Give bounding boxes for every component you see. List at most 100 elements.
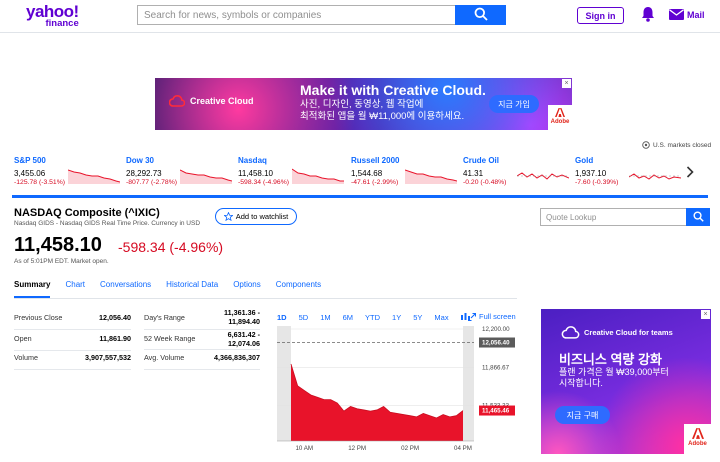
chart-afterhours-shade [463,326,474,441]
ticker-sp500[interactable]: S&P 500 3,455.06 -125.78 (-3.51%) [14,154,126,194]
tab-conversations[interactable]: Conversations [100,280,152,289]
quote-price: 11,458.10 [14,234,102,256]
ticker-gold[interactable]: Gold 1,937.10 -7.60 (-0.39%) [575,154,687,194]
range-1m[interactable]: 1M [320,312,331,322]
range-ytd[interactable]: YTD [365,312,381,322]
mail-icon [669,9,684,20]
stat-value: 4,366,836,307 [214,353,260,362]
x-tick-label: 10 AM [295,445,313,452]
ticker-price: 41.31 [463,169,484,178]
ad-subtext-line2: 시작합니다. [559,378,603,388]
intraday-chart[interactable]: 12,200.0011,866.6711,533.3312,056.4011,4… [277,326,517,454]
chevron-right-icon [686,166,694,178]
tabs-divider [14,298,517,299]
stat-value: 11,361.36 - 11,894.40 [224,308,260,326]
ad-cta-button[interactable]: 지금 구매 [555,406,610,424]
add-to-watchlist-button[interactable]: Add to watchlist [215,208,297,225]
ticker-change: -598.34 (-4.96%) [238,179,290,186]
stat-days-range: Day's Range 11,361.36 - 11,894.40 [144,308,260,330]
range-6m[interactable]: 6M [342,312,354,322]
ad-banner-right[interactable]: Creative Cloud for teams 비즈니스 역량 강화 플랜 가… [541,309,711,454]
ticker-price: 28,292.73 [126,169,162,178]
adobe-logo: Adobe [684,424,711,454]
stat-key: Day's Range [144,313,185,322]
previous-close-tag-bg [479,337,515,348]
stat-volume: Volume 3,907,557,532 [14,350,131,370]
x-tick-label: 02 PM [401,445,419,452]
range-5d[interactable]: 5D [298,312,309,322]
sign-in-button[interactable]: Sign in [577,7,624,24]
current-price-tag: 11,465.46 [479,405,515,416]
stat-avg-volume: Avg. Volume 4,366,836,307 [144,350,260,370]
ad-close-icon[interactable]: × [562,79,571,88]
ticker-crude-oil[interactable]: Crude Oil 41.31 -0.20 (-0.48%) [463,154,575,194]
tab-components[interactable]: Components [275,280,322,289]
tab-summary[interactable]: Summary [14,279,51,298]
ticker-name: Nasdaq [238,156,267,165]
mail-link[interactable]: Mail [669,9,705,20]
markets-next-button[interactable] [686,165,694,183]
ad-banner-top[interactable]: Creative Cloud Make it with Creative Clo… [155,78,572,130]
ad-brand-label: Creative Cloud for teams [584,328,673,337]
search-icon [474,7,488,21]
bell-icon [642,7,654,22]
adobe-logo: Adobe [548,105,572,130]
ticker-nasdaq[interactable]: Nasdaq 11,458.10 -598.34 (-4.96%) [238,154,350,194]
range-5y[interactable]: 5Y [413,312,423,322]
ticker-sparkline [292,168,344,184]
stat-key: Open [14,334,32,343]
ad-headline: Make it with Creative Cloud. [300,82,486,98]
current-price-tag-bg [479,405,515,416]
ad-brand-label: Creative Cloud [190,96,254,106]
ticker-sparkline [405,169,457,184]
x-tick-label: 04 PM [454,445,472,452]
ad-brand: Creative Cloud for teams [561,326,673,339]
range-1d[interactable]: 1D [277,312,287,322]
quote-lookup-button[interactable] [686,208,710,226]
ticker-name: Russell 2000 [351,156,400,165]
ad-cta-button[interactable]: 지금 가입 [489,95,539,113]
ticker-price: 1,937.10 [575,169,607,178]
ticker-dow30[interactable]: Dow 30 28,292.73 -807.77 (-2.78%) [126,154,238,194]
quote-tabs: Summary Chart Conversations Historical D… [14,279,336,299]
ticker-price: 1,544.68 [351,169,383,178]
ad-subtext-line1: 플랜 가격은 월 ₩39,000부터 [559,367,669,377]
stat-key: Previous Close [14,313,63,322]
watchlist-label: Add to watchlist [235,212,289,221]
search-input[interactable] [137,5,455,25]
creative-cloud-icon [561,326,580,339]
notifications-button[interactable] [641,6,655,27]
chart-line [290,363,464,419]
chart-y-axis: 12,200.0011,866.6711,533.3312,056.4011,4… [479,326,515,416]
stat-key: Volume [14,353,38,362]
ad-subtext-line1: 사진, 디자인, 동영상, 웹 작업에 [300,99,424,110]
tab-chart[interactable]: Chart [65,280,86,289]
ticker-sparkline [629,173,681,180]
chart-range-selector: 1D 5D 1M 6M YTD 1Y 5Y Max [277,312,470,322]
stat-key: Avg. Volume [144,353,185,362]
current-price-tag-text: 11,465.46 [482,408,510,415]
ticker-russell2000[interactable]: Russell 2000 1,544.68 -47.61 (-2.99%) [351,154,463,194]
full-screen-label: Full screen [479,312,516,321]
ticker-change: -0.20 (-0.48%) [463,179,507,186]
ticker-name: Crude Oil [463,156,500,165]
mail-label: Mail [687,9,705,20]
quote-change: -598.34 (-4.96%) [118,239,224,255]
stat-value-line1: 6,631.42 - [227,330,260,339]
yahoo-finance-logo[interactable]: yahoo! finance [26,3,79,29]
stat-value-line2: 11,894.40 [228,317,260,326]
ticker-name: Gold [575,156,594,165]
ticker-sparkline [517,172,569,180]
ticker-change: -47.61 (-2.99%) [351,179,399,186]
range-1y[interactable]: 1Y [392,312,402,322]
ad-subtext: 플랜 가격은 월 ₩39,000부터 시작합니다. [559,367,699,389]
search-button[interactable] [455,5,506,25]
tab-options[interactable]: Options [233,280,261,289]
tab-historical-data[interactable]: Historical Data [166,280,219,289]
ad-close-icon[interactable]: × [701,310,710,319]
stat-value: 12,056.40 [99,313,131,322]
x-tick-label: 12 PM [348,445,366,452]
full-screen-button[interactable]: Full screen [468,312,516,321]
quote-lookup-input[interactable] [540,208,686,226]
range-max[interactable]: Max [434,312,449,322]
